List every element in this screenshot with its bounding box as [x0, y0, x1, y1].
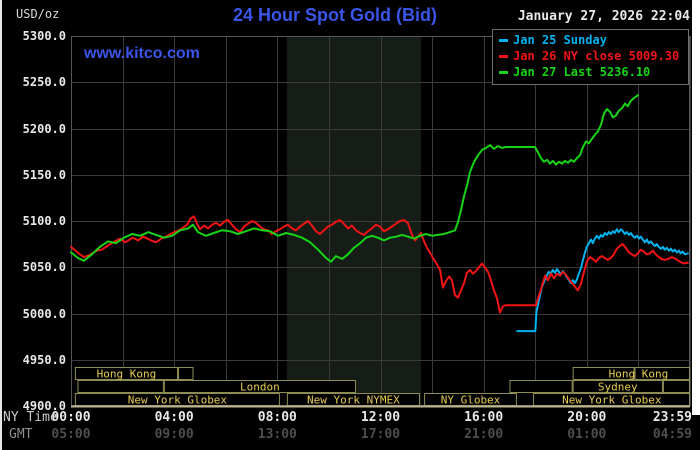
session-label: New York Globex — [562, 394, 662, 407]
legend-item: Jan 26 NY close 5009.30 — [497, 48, 688, 64]
series-line — [70, 94, 639, 263]
session-box — [163, 380, 356, 393]
y-tick-label: 4900.0 — [22, 399, 66, 413]
legend-dash-icon — [499, 54, 508, 58]
gmt-axis-label: GMT — [9, 427, 33, 442]
chart-timestamp: January 27, 2026 22:04 — [517, 9, 690, 24]
y-tick-label: 5300.0 — [22, 29, 66, 43]
session-label: NY Globex — [441, 394, 501, 407]
ny-time-tick-label: 04:00 — [154, 410, 194, 425]
session-label: London — [240, 381, 280, 394]
session-label: New York Globex — [128, 394, 228, 407]
session-box — [572, 367, 635, 380]
y-tick-label: 5100.0 — [22, 214, 66, 228]
gmt-tick-label: 17:00 — [360, 427, 401, 442]
session-box — [634, 367, 690, 380]
session-label: Hong Kong — [609, 368, 669, 381]
ny-time-tick-label: 16:00 — [464, 410, 504, 425]
gmt-tick-label: 21:00 — [464, 427, 504, 442]
gmt-tick-label: 13:00 — [257, 427, 297, 442]
session-box — [662, 380, 691, 393]
session-label: New York NYMEX — [307, 394, 400, 407]
legend-item: Jan 27 Last 5236.10 — [497, 64, 688, 80]
legend-item-label: Jan 26 NY close 5009.30 — [513, 49, 680, 63]
session-label: Sydney — [598, 381, 638, 394]
ny-time-tick-label: 08:00 — [257, 410, 297, 425]
session-box — [77, 380, 164, 393]
session-label: Hong Kong — [97, 368, 157, 381]
session-box — [509, 380, 573, 393]
legend-box: Jan 25 Sunday Jan 26 NY close 5009.30 Jan … — [492, 29, 689, 85]
y-tick-label: 5200.0 — [22, 121, 66, 136]
ny-time-tick-label: 23:59 — [652, 410, 692, 425]
y-tick-label: 5250.0 — [22, 75, 66, 90]
legend-item-label: Jan 25 Sunday — [513, 33, 607, 47]
legend-dash-icon — [499, 70, 508, 74]
legend-dash-icon — [499, 38, 508, 42]
ny-time-tick-label: 00:00 — [51, 410, 91, 425]
legend-item-label: Jan 27 Last 5236.10 — [513, 65, 651, 79]
ny-time-tick-label: 12:00 — [360, 410, 401, 425]
y-tick-label: 5000.0 — [22, 306, 66, 321]
ny-time-axis-label: NY Time — [3, 410, 58, 425]
gmt-tick-label: 05:00 — [51, 427, 91, 442]
series-line — [70, 215, 689, 314]
y-axis-units-label: USD/oz — [16, 7, 60, 21]
kitco-link[interactable]: www.kitco.com — [84, 45, 200, 62]
gmt-tick-label: 09:00 — [154, 427, 194, 442]
y-tick-label: 5150.0 — [22, 167, 66, 182]
chart-title: 24 Hour Spot Gold (Bid) — [233, 5, 437, 25]
left-border-strip — [0, 0, 2, 450]
session-box — [572, 380, 663, 393]
session-box — [74, 367, 179, 380]
y-tick-label: 5050.0 — [22, 260, 66, 275]
session-box — [178, 367, 194, 380]
y-tick-label: 4950.0 — [22, 352, 66, 367]
gmt-tick-label: 04:59 — [652, 427, 692, 442]
gmt-tick-label: 01:00 — [567, 427, 607, 442]
legend-item: Jan 25 Sunday — [497, 32, 688, 48]
ny-time-tick-label: 20:00 — [567, 410, 607, 425]
right-border-strip — [692, 0, 700, 415]
